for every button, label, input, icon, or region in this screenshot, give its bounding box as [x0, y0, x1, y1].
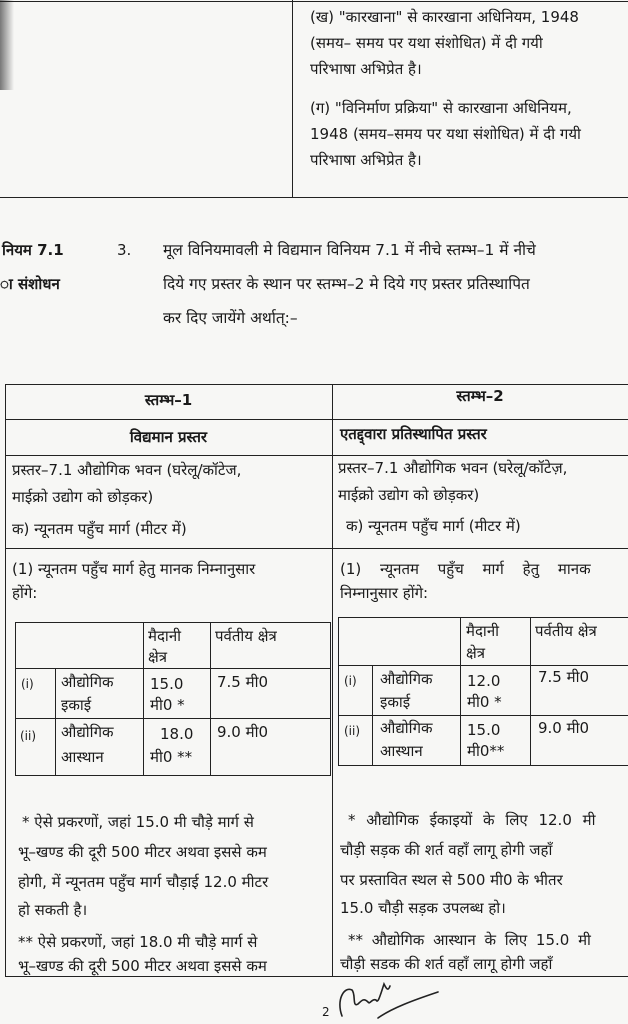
- col2-standard-line: (1) न्यूनतम पहुँच मार्ग हेतु मानक: [340, 560, 591, 578]
- scan-shadow: [0, 0, 14, 90]
- table-line: [338, 765, 628, 766]
- divider: [5, 976, 628, 977]
- table-line: [15, 622, 16, 775]
- table-line: [338, 665, 628, 666]
- col2-footnote-line: पर प्रस्तावित स्थल से 500 मी0 के भीतर: [340, 871, 563, 889]
- col1-para-line: प्रस्तर–7.1 औद्योगिक भवन (घरेलू/कॉटेज,: [12, 461, 242, 479]
- divider: [5, 384, 6, 976]
- table-line: [55, 668, 56, 775]
- section-text-line: मूल विनियमावली मे विद्यमान विनियम 7.1 मे…: [163, 241, 536, 259]
- hill-value: 9.0 मी0: [217, 723, 269, 741]
- definition-kha-line: (ख) "कारखाना" से कारखाना अधिनियम, 1948: [310, 8, 579, 26]
- hill-value: 7.5 मी0: [217, 673, 269, 691]
- divider: [5, 384, 628, 385]
- row-name: आस्थान: [380, 742, 423, 760]
- col2-para-line: माईक्रो उद्योग को छोड़कर): [338, 486, 480, 504]
- plain-value: 12.0: [467, 672, 501, 690]
- page-number: 2: [322, 1005, 330, 1019]
- col2-footnote-line: * औद्योगिक ईकाइयों के लिए 12.0 मी: [348, 811, 596, 829]
- col2-standard-line: निम्नानुसार होंगे:: [340, 584, 429, 602]
- row-name: इकाई: [61, 696, 92, 714]
- table-line: [15, 668, 331, 669]
- divider: [5, 548, 628, 549]
- definition-ga-line: (ग) "विनिर्माण प्रक्रिया" से कारखाना अधि…: [310, 99, 572, 117]
- plain-value: मी0**: [467, 742, 505, 760]
- table-line: [530, 617, 531, 765]
- divider: [5, 419, 628, 420]
- row-number: (ii): [344, 724, 361, 738]
- column-1-header: स्तम्भ–1: [144, 391, 193, 409]
- header-hill-area: पर्वतीय क्षेत्र: [535, 622, 597, 640]
- divider: [292, 0, 293, 197]
- divider: [5, 455, 628, 456]
- divider: [0, 197, 628, 198]
- table-line: [143, 622, 144, 775]
- col1-item-a: क) न्यूनतम पहुँच मार्ग (मीटर में): [12, 520, 187, 538]
- col1-footnote-line: होगी, में न्यूनतम पहुँच मार्ग चौड़ाई 12.…: [18, 873, 269, 891]
- table-line: [15, 775, 331, 776]
- side-heading: ा संशोधन: [0, 275, 60, 293]
- col2-item-a: क) न्यूनतम पहुँच मार्ग (मीटर में): [346, 517, 521, 535]
- col2-footnote-line: चौड़ी सड़क की शर्त वहाँ लागू होगी जहाँ: [340, 841, 553, 859]
- row-name: औद्योगिक: [61, 723, 114, 741]
- table-line: [372, 665, 373, 765]
- header-plain-area: मैदानी: [148, 627, 182, 645]
- plain-value: 15.0: [467, 721, 501, 739]
- table-line: [15, 622, 331, 623]
- table-line: [338, 715, 628, 716]
- table-line: [460, 617, 461, 765]
- row-name: इकाई: [380, 693, 411, 711]
- plain-value: मी0 *: [467, 693, 502, 711]
- row-name: औद्योगिक: [380, 670, 433, 688]
- definition-kha-line: परिभाषा अभिप्रेत है।: [310, 60, 422, 78]
- col2-para-line: प्रस्तर–7.1 औद्योगिक भवन (घरेलू/कॉटेज़,: [338, 459, 568, 477]
- col1-footnote-line: हो सकती है।: [18, 901, 88, 919]
- table-line: [210, 622, 211, 775]
- row-name: औद्योगिक: [61, 673, 114, 691]
- header-plain-area: मैदानी: [466, 622, 500, 640]
- col1-footnote-line: * ऐसे प्रकरणों, जहां 15.0 मी चौड़े मार्ग…: [22, 813, 254, 831]
- column-2-header: स्तम्भ–2: [456, 387, 504, 405]
- divider: [332, 384, 333, 976]
- definition-ga-line: 1948 (समय–समय पर यथा संशोधित) में दी गयी: [310, 125, 581, 143]
- col2-footnote-line: चौड़ी सडक की शर्त वहाँ लागू होगी जहाँ: [340, 955, 553, 973]
- col1-para-line: माईक्रो उद्योग को छोड़कर): [12, 488, 154, 506]
- row-name: आस्थान: [61, 748, 104, 766]
- plain-value: मी0 *: [150, 696, 185, 714]
- col1-footnote-line: ** ऐसे प्रकरणों, जहां 18.0 मी चौड़े मार्…: [18, 933, 258, 951]
- col1-footnote-line: भू–खण्ड की दूरी 500 मीटर अथवा इससे कम: [18, 843, 267, 861]
- table-line: [338, 617, 628, 618]
- divider: [0, 1, 628, 2]
- table-line: [338, 617, 339, 765]
- header-plain-area: क्षेत्र: [466, 644, 486, 662]
- section-text-line: कर दिए जायेंगे अर्थात्:–: [163, 309, 298, 327]
- col2-footnote-line: ** औद्योगिक आस्थान के लिए 15.0 मी: [348, 931, 591, 949]
- definition-ga-line: परिभाषा अभिप्रेत है।: [310, 151, 422, 169]
- side-heading: नियम 7.1: [2, 241, 64, 259]
- row-number: (i): [344, 674, 357, 688]
- row-number: (ii): [20, 729, 37, 743]
- header-hill-area: पर्वतीय क्षेत्र: [215, 627, 277, 645]
- col1-standard-line: होंगे:: [12, 584, 38, 602]
- section-number: 3.: [117, 241, 132, 259]
- col1-footnote-line: भू–खण्ड की दूरी 500 मीटर अथवा इससे कम: [18, 957, 267, 975]
- table-line: [330, 622, 331, 775]
- hill-value: 9.0 मी0: [538, 719, 590, 737]
- col2-footnote-line: 15.0 चौड़ी सड़क उपलब्ध हो।: [340, 899, 506, 917]
- col1-standard-line: (1) न्यूनतम पहुँच मार्ग हेतु मानक निम्ना…: [12, 560, 256, 578]
- column-2-subheader: एतद्द्वारा प्रतिस्थापित प्रस्तर: [340, 425, 487, 443]
- column-1-subheader: विद्यमान प्रस्तर: [129, 428, 208, 446]
- signature: [339, 981, 439, 1019]
- header-plain-area: क्षेत्र: [148, 648, 168, 666]
- table-line: [15, 718, 331, 719]
- row-name: औद्योगिक: [380, 719, 433, 737]
- row-number: (i): [21, 677, 34, 691]
- plain-value: मी0 **: [150, 748, 193, 766]
- hill-value: 7.5 मी0: [538, 668, 590, 686]
- definition-kha-line: (समय– समय पर यथा संशोधित) में दी गयी: [310, 34, 543, 52]
- section-text-line: दिये गए प्रस्तर के स्थान पर स्तम्भ–2 मे …: [163, 275, 530, 293]
- plain-value: 18.0: [160, 725, 194, 743]
- plain-value: 15.0: [150, 675, 184, 693]
